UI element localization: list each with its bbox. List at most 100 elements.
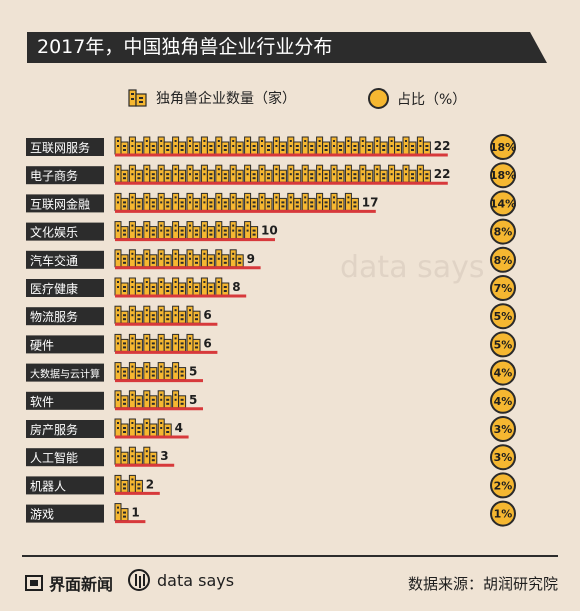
bar (114, 390, 187, 409)
legend-count-label: 独角兽企业数量（家） (156, 91, 296, 107)
chart-row: 互联网金融 17 14% (26, 190, 516, 217)
building-icon (373, 164, 388, 183)
share-circle (490, 331, 516, 358)
share-circle (490, 303, 516, 330)
building-icon (416, 136, 431, 155)
share-label: 14% (490, 197, 516, 210)
count-label: 5 (189, 393, 197, 407)
building-icon (301, 136, 316, 155)
building-icon (128, 305, 143, 324)
building-icon (172, 136, 187, 155)
building-icon (128, 390, 143, 409)
bar (114, 362, 187, 381)
building-icon (287, 164, 302, 183)
category-label-bg (26, 250, 104, 269)
building-icon (172, 362, 187, 381)
building-icon (143, 192, 158, 211)
building-icon (373, 136, 388, 155)
share-label: 5% (494, 310, 513, 323)
legend-share: 占比（%） (368, 88, 466, 109)
building-icon (143, 136, 158, 155)
category-label: 大数据与云计算 (30, 368, 100, 381)
chart-title: 2017年，中国独角兽企业行业分布 (37, 36, 333, 58)
building-icon (186, 277, 201, 296)
share-circle (490, 246, 516, 273)
building-icon (186, 333, 201, 352)
building-icon (114, 333, 129, 352)
building-icon (359, 136, 374, 155)
share-label: 7% (494, 282, 513, 295)
building-icon (229, 164, 244, 183)
category-label: 物流服务 (30, 309, 78, 324)
category-label: 房产服务 (30, 422, 78, 437)
building-icon (301, 164, 316, 183)
building-icon (200, 277, 215, 296)
count-label: 9 (247, 252, 255, 266)
building-icon (172, 164, 187, 183)
building-icon (157, 249, 172, 268)
building-icon (143, 305, 158, 324)
count-label: 8 (232, 280, 240, 294)
footer-data-says: data says (128, 569, 234, 591)
building-icon (128, 474, 143, 493)
data-says-logo-icon (128, 569, 150, 591)
building-icon (172, 390, 187, 409)
category-label-bg (26, 504, 104, 523)
building-icon (157, 277, 172, 296)
share-label: 3% (494, 451, 513, 464)
building-icon (344, 192, 359, 211)
building-icon (143, 164, 158, 183)
building-icon (200, 249, 215, 268)
share-circle (490, 162, 516, 189)
watermark: data says (340, 250, 485, 285)
building-icon (128, 192, 143, 211)
share-circle (490, 472, 516, 499)
building-icon (244, 221, 259, 240)
category-label-bg (26, 194, 104, 213)
building-icon (200, 192, 215, 211)
category-label-bg (26, 335, 104, 354)
building-icon (359, 164, 374, 183)
building-icon (186, 164, 201, 183)
building-icon (114, 362, 129, 381)
category-label-bg (26, 448, 104, 467)
count-label: 1 (131, 506, 139, 520)
category-label: 医疗健康 (30, 281, 78, 296)
title-bar: 2017年，中国独角兽企业行业分布 (27, 32, 547, 63)
chart-row: 房产服务 4 3% (26, 416, 516, 442)
category-label-bg (26, 363, 104, 382)
building-icon (172, 305, 187, 324)
bar (114, 474, 143, 493)
bar (114, 277, 230, 296)
bar (114, 446, 158, 465)
chart-row: 大数据与云计算 5 4% (26, 359, 516, 386)
building-icon (114, 503, 129, 522)
building-icon (143, 418, 158, 437)
building-icon (143, 221, 158, 240)
share-label: 4% (494, 367, 513, 380)
building-icon (244, 136, 259, 155)
building-icon (301, 192, 316, 211)
share-label: 4% (494, 395, 513, 408)
share-label: 18% (490, 169, 516, 182)
category-label-bg (26, 391, 104, 410)
building-icon (402, 136, 417, 155)
building-icon (258, 164, 273, 183)
building-icon (172, 192, 187, 211)
building-icon (157, 136, 172, 155)
chart-row: 汽车交通 9 8% (26, 246, 516, 273)
bar (114, 333, 201, 352)
share-circle (490, 359, 516, 386)
building-icon (143, 362, 158, 381)
count-label: 3 (160, 449, 168, 463)
building-icon (229, 221, 244, 240)
building-icon (114, 418, 129, 437)
building-icon (258, 136, 273, 155)
building-icon (402, 164, 417, 183)
building-icon (186, 192, 201, 211)
building-icon (215, 221, 230, 240)
building-icon (114, 474, 129, 493)
building-icon (186, 221, 201, 240)
chart-row: 硬件 6 5% (26, 331, 516, 358)
